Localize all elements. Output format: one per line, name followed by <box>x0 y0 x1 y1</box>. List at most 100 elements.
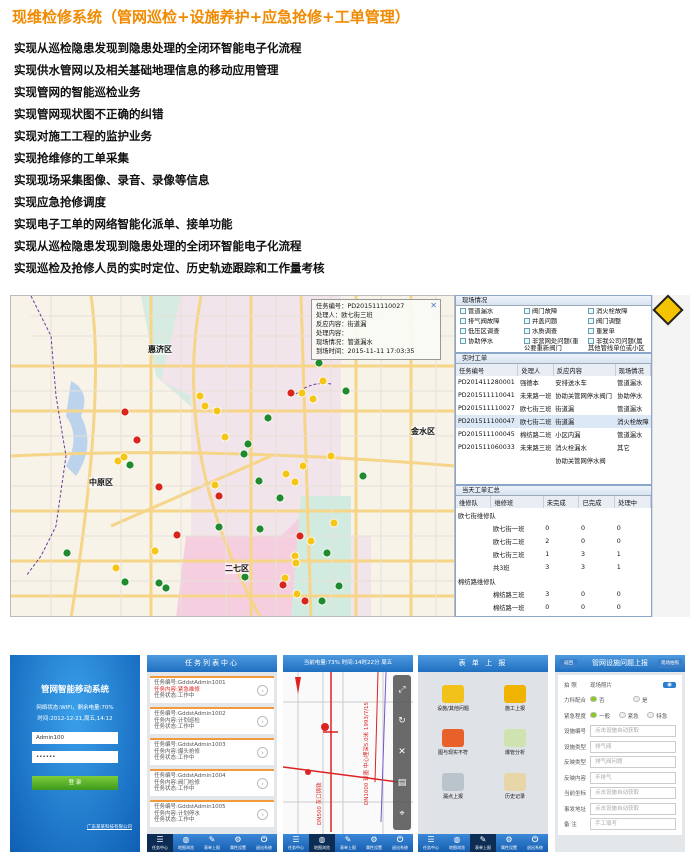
checkbox-icon[interactable] <box>524 308 530 314</box>
marker-red[interactable] <box>172 530 182 540</box>
fullscreen-icon[interactable]: ⤢ <box>398 685 406 695</box>
tab-edit[interactable]: ✎ 表单上报 <box>470 834 496 852</box>
team-row[interactable]: 欧七街维修队 <box>456 508 651 522</box>
marker-green[interactable] <box>263 413 273 423</box>
radio-icon[interactable] <box>590 711 597 718</box>
form-tile[interactable]: 施工上报 <box>490 685 540 712</box>
marker-yellow[interactable] <box>318 376 328 386</box>
marker-green[interactable] <box>161 583 171 593</box>
form-input[interactable]: 点击设施自动获取 <box>590 802 676 815</box>
column-header[interactable]: 维修队 <box>456 496 492 508</box>
marker-red[interactable] <box>132 435 142 445</box>
radio-option[interactable]: 特急 <box>647 711 676 720</box>
marker-green[interactable] <box>314 358 324 368</box>
column-header[interactable]: 任务编号 <box>456 364 519 376</box>
marker-yellow[interactable] <box>111 563 121 573</box>
form-input[interactable]: 点击设施自动获取 <box>590 725 676 738</box>
filter-checkbox[interactable]: 阀门故障 <box>524 308 584 315</box>
tab-globe[interactable]: ◍ 地图浏览 <box>309 834 335 852</box>
map-canvas[interactable] <box>11 296 455 617</box>
marker-green[interactable] <box>254 476 264 486</box>
task-card[interactable]: 任务编号:GddstAdmin1004 任务内容:阀门检修 任务状态:工作中 › <box>150 769 274 796</box>
team-row[interactable]: 棉纺路维修队 <box>456 574 651 588</box>
checkbox-icon[interactable] <box>460 308 466 314</box>
column-header[interactable]: 反应内容 <box>553 364 616 376</box>
filter-checkbox[interactable]: 阀门调整 <box>588 318 648 325</box>
table-row[interactable]: PD201411280001 强德本 安排送水车 管道漏水 <box>456 376 651 389</box>
table-row[interactable]: PD201511060033 未来路三班 消火栓漏水 其它 <box>456 441 651 454</box>
table-row[interactable]: PD201511110041 未来路一班 协助关管网停水阀门 协助停水 <box>456 389 651 402</box>
marker-red[interactable] <box>278 580 288 590</box>
tab-list[interactable]: ☰ 任务中心 <box>147 834 173 852</box>
username-input[interactable]: Admin100 <box>32 732 118 744</box>
marker-yellow[interactable] <box>212 406 222 416</box>
table-row[interactable]: PD201511110027 欧七街三班 街道漏 管道漏水 <box>456 402 651 415</box>
chevron-right-icon[interactable]: › <box>257 778 268 789</box>
marker-green[interactable] <box>275 493 285 503</box>
pipe-map[interactable] <box>283 672 413 834</box>
password-input[interactable]: •••••• <box>32 751 118 763</box>
tab-globe[interactable]: ◍ 地图浏览 <box>444 834 470 852</box>
refresh-icon[interactable]: ↻ <box>398 716 406 726</box>
table-row[interactable]: 协助关管网停水阀 <box>456 454 651 467</box>
form-tile[interactable]: 漏点上报 <box>428 773 478 800</box>
tab-globe[interactable]: ◍ 地图浏览 <box>173 834 199 852</box>
camera-icon[interactable]: ◉ <box>663 681 676 688</box>
filter-checkbox[interactable]: 协助停水 <box>460 338 520 345</box>
task-card[interactable]: 任务编号:GddstAdmin1003 任务内容:爆头抢修 任务状态:工作中 › <box>150 738 274 765</box>
radio-icon[interactable] <box>590 696 597 703</box>
marker-red[interactable] <box>286 388 296 398</box>
form-input[interactable]: 不排气 <box>590 771 676 784</box>
marker-red[interactable] <box>120 407 130 417</box>
marker-green[interactable] <box>255 524 265 534</box>
checkbox-icon[interactable] <box>524 318 530 324</box>
tab-gear[interactable]: ⚙ 属性设置 <box>225 834 251 852</box>
chevron-right-icon[interactable]: › <box>257 809 268 820</box>
tab-list[interactable]: ☰ 任务中心 <box>418 834 444 852</box>
filter-checkbox[interactable]: 重复单 <box>588 328 648 335</box>
marker-red[interactable] <box>154 482 164 492</box>
back-button[interactable]: 返回 <box>559 659 578 668</box>
marker-green[interactable] <box>239 449 249 459</box>
column-header[interactable]: 维修班 <box>490 496 544 508</box>
checkbox-icon[interactable] <box>588 328 594 334</box>
marker-green[interactable] <box>317 596 327 606</box>
tab-power[interactable]: ⏻ 退出系统 <box>387 834 413 852</box>
marker-yellow[interactable] <box>220 432 230 442</box>
filter-checkbox[interactable]: 低压区调查 <box>460 328 520 335</box>
marker-yellow[interactable] <box>200 401 210 411</box>
radio-option[interactable]: 否 <box>590 696 633 704</box>
marker-green[interactable] <box>341 386 351 396</box>
task-card[interactable]: 任务编号:GddstAdmin1001 任务内容:紧急维修 任务状态:工作中 › <box>150 676 274 703</box>
marker-green[interactable] <box>125 460 135 470</box>
checkbox-icon[interactable] <box>588 338 594 344</box>
marker-green[interactable] <box>240 572 250 582</box>
login-button[interactable]: 登 录 <box>32 776 118 790</box>
table-row[interactable]: PD201511100045 棉纺路二班 小区内漏 管道漏水 <box>456 428 651 441</box>
task-card[interactable]: 任务编号:GddstAdmin1005 任务内容:计划停水 任务状态:工作中 › <box>150 800 274 827</box>
column-header[interactable]: 处理人 <box>517 364 554 376</box>
filter-checkbox[interactable]: 管道漏水 <box>460 308 520 315</box>
chevron-right-icon[interactable]: › <box>257 747 268 758</box>
marker-yellow[interactable] <box>292 589 302 599</box>
form-input[interactable]: 手工填写 <box>590 818 676 831</box>
chevron-right-icon[interactable]: › <box>257 685 268 696</box>
marker-yellow[interactable] <box>306 536 316 546</box>
filter-checkbox[interactable]: 非营网处问题(重公要重新阀门 <box>524 338 584 352</box>
marker-red[interactable] <box>214 491 224 501</box>
column-header[interactable]: 已完成 <box>578 496 616 508</box>
tab-edit[interactable]: ✎ 表单上报 <box>335 834 361 852</box>
marker-green[interactable] <box>322 548 332 558</box>
marker-yellow[interactable] <box>281 469 291 479</box>
filter-checkbox[interactable]: 非我公司问题(属其他管线单位或小区内 <box>588 338 648 352</box>
tab-edit[interactable]: ✎ 表单上报 <box>199 834 225 852</box>
column-header[interactable]: 现场情况 <box>615 364 651 376</box>
marker-yellow[interactable] <box>308 394 318 404</box>
radio-icon[interactable] <box>618 711 626 718</box>
marker-red[interactable] <box>300 596 310 606</box>
checkbox-icon[interactable] <box>588 308 594 314</box>
form-tile[interactable]: 设施/其他问题 <box>428 685 478 712</box>
checkbox-icon[interactable] <box>588 318 594 324</box>
form-tile[interactable]: 爆管分析 <box>490 729 540 756</box>
radio-icon[interactable] <box>633 696 640 703</box>
